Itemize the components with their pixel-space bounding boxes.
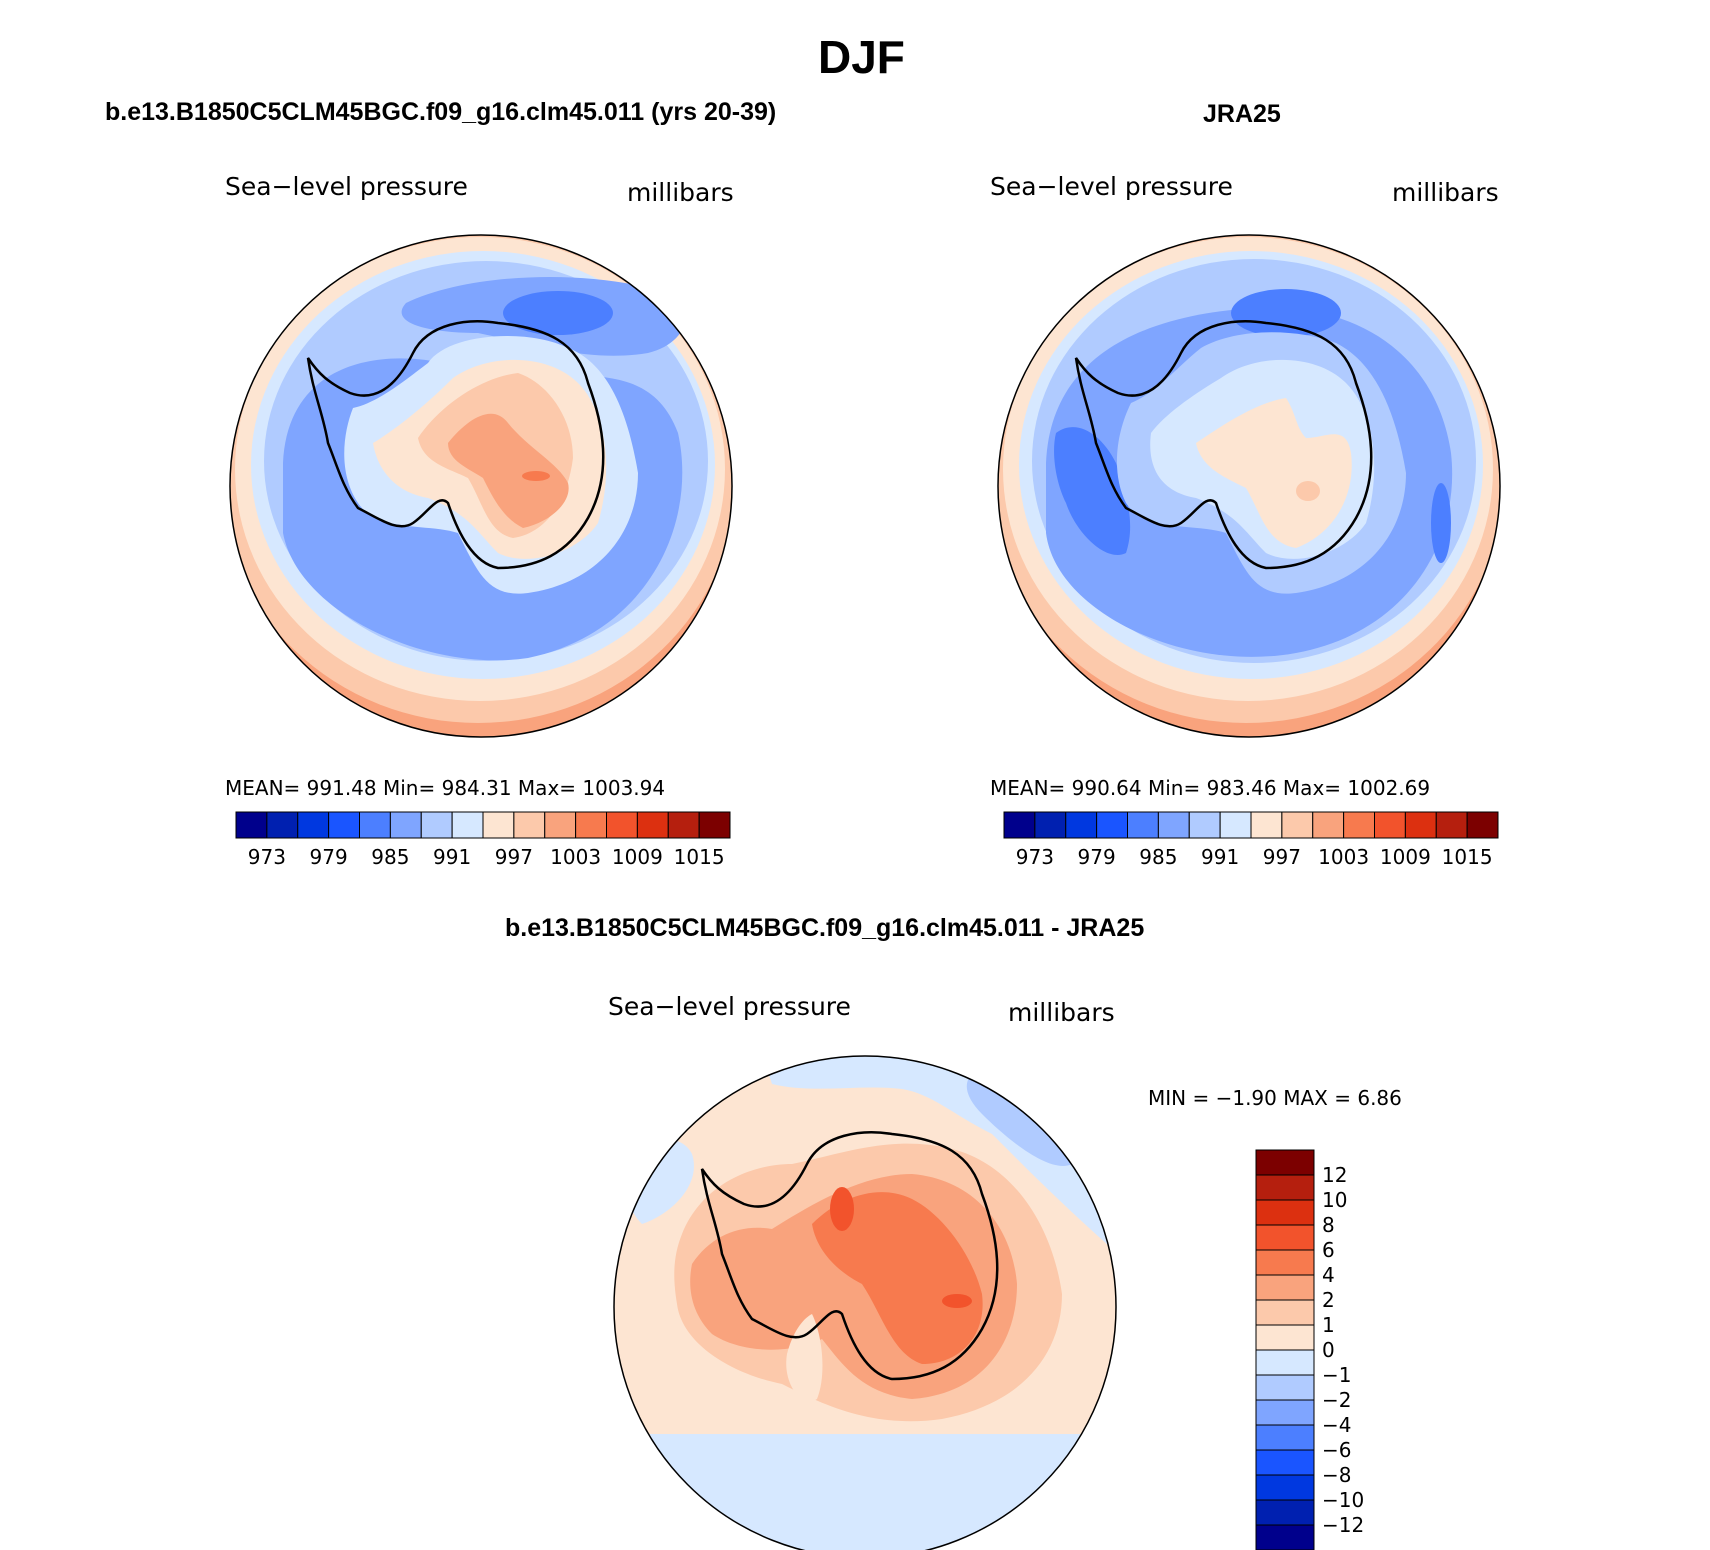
colorbar-swatch bbox=[1255, 1424, 1315, 1451]
colorbar-swatch bbox=[1404, 811, 1437, 839]
colorbar-swatch bbox=[1255, 1349, 1315, 1376]
colorbar-tick-label: 1015 bbox=[674, 845, 725, 869]
map-jra25 bbox=[997, 234, 1501, 738]
colorbar-swatch bbox=[544, 811, 577, 839]
colorbar-swatch bbox=[1188, 811, 1221, 839]
colorbar-swatch bbox=[359, 811, 391, 839]
colorbar-tick-label: 2 bbox=[1322, 1288, 1335, 1312]
panel2-variable: Sea−level pressure bbox=[990, 172, 1233, 201]
panel2-title: JRA25 bbox=[1203, 100, 1281, 128]
colorbar-swatch bbox=[389, 811, 422, 839]
colorbar-swatch bbox=[1343, 811, 1375, 839]
colorbar-tick-label: 1009 bbox=[1380, 845, 1431, 869]
colorbar-swatch bbox=[1374, 811, 1406, 839]
colorbar-tick-label: 0 bbox=[1322, 1338, 1335, 1362]
panel3-units: millibars bbox=[1008, 998, 1115, 1027]
colorbar-swatch bbox=[667, 811, 700, 839]
colorbar-swatch bbox=[1255, 1224, 1315, 1251]
colorbar-swatch bbox=[1435, 811, 1468, 839]
panel2-stats: MEAN= 990.64 Min= 983.46 Max= 1002.69 bbox=[990, 776, 1431, 800]
colorbar-model: 973 979 985 991 997 1003 1009 1015 bbox=[235, 811, 731, 869]
colorbar-swatch bbox=[1281, 811, 1314, 839]
colorbar-swatch bbox=[1312, 811, 1345, 839]
colorbar-swatch bbox=[1003, 811, 1036, 839]
colorbar-swatch bbox=[1034, 811, 1067, 839]
colorbar-swatch bbox=[1255, 1324, 1315, 1351]
panel2-units: millibars bbox=[1392, 178, 1499, 207]
colorbar-swatch bbox=[513, 811, 546, 839]
colorbar-swatch bbox=[575, 811, 607, 839]
colorbar-tick-label: 1003 bbox=[550, 845, 601, 869]
colorbar-swatch bbox=[482, 811, 515, 839]
colorbar-swatch bbox=[235, 811, 268, 839]
colorbar-tick-label: −12 bbox=[1322, 1513, 1364, 1537]
colorbar-swatch bbox=[698, 811, 731, 839]
colorbar-swatch bbox=[1255, 1149, 1315, 1176]
colorbar-tick-label: −6 bbox=[1322, 1438, 1351, 1462]
colorbar-jra25: 973 979 985 991 997 1003 1009 1015 bbox=[1003, 811, 1499, 869]
colorbar-swatch bbox=[1255, 1199, 1315, 1226]
colorbar-tick-label: 1 bbox=[1322, 1313, 1335, 1337]
colorbar-tick-label: −8 bbox=[1322, 1463, 1351, 1487]
colorbar-swatch bbox=[1255, 1524, 1315, 1550]
colorbar-swatch bbox=[606, 811, 638, 839]
colorbar-tick-label: 991 bbox=[1201, 845, 1239, 869]
colorbar-swatch bbox=[1255, 1174, 1315, 1201]
colorbar-tick-label: −1 bbox=[1322, 1363, 1351, 1387]
colorbar-swatch bbox=[1065, 811, 1098, 839]
colorbar-tick-label: 1009 bbox=[612, 845, 663, 869]
panel1-stats: MEAN= 991.48 Min= 984.31 Max= 1003.94 bbox=[225, 776, 666, 800]
panel3-stats: MIN = −1.90 MAX = 6.86 bbox=[1148, 1086, 1402, 1110]
map-difference bbox=[613, 1055, 1117, 1550]
colorbar-swatch bbox=[1219, 811, 1252, 839]
colorbar-swatch bbox=[1255, 1249, 1315, 1276]
colorbar-tick-label: 4 bbox=[1322, 1263, 1335, 1287]
colorbar-swatch bbox=[451, 811, 484, 839]
colorbar-tick-label: −2 bbox=[1322, 1388, 1351, 1412]
colorbar-tick-label: 1003 bbox=[1318, 845, 1369, 869]
colorbar-swatch bbox=[1096, 811, 1128, 839]
panel3-variable: Sea−level pressure bbox=[608, 992, 851, 1021]
colorbar-tick-label: 997 bbox=[495, 845, 533, 869]
colorbar-tick-label: 979 bbox=[1078, 845, 1116, 869]
colorbar-swatch bbox=[1255, 1474, 1315, 1501]
colorbar-tick-label: 991 bbox=[433, 845, 471, 869]
colorbar-tick-label: 1015 bbox=[1442, 845, 1493, 869]
colorbar-swatch bbox=[1127, 811, 1159, 839]
colorbar-tick-label: 985 bbox=[371, 845, 409, 869]
colorbar-tick-label: −4 bbox=[1322, 1413, 1351, 1437]
colorbar-swatch bbox=[1255, 1299, 1315, 1326]
colorbar-tick-label: 10 bbox=[1322, 1188, 1347, 1212]
colorbar-swatch bbox=[1255, 1499, 1315, 1526]
colorbar-tick-label: 973 bbox=[1016, 845, 1054, 869]
colorbar-swatch bbox=[1157, 811, 1190, 839]
map-model bbox=[229, 234, 733, 738]
colorbar-swatch bbox=[1255, 1374, 1315, 1401]
figure-title: DJF bbox=[818, 31, 905, 83]
colorbar-swatch bbox=[420, 811, 453, 839]
colorbar-swatch bbox=[1255, 1399, 1315, 1426]
panel1-title: b.e13.B1850C5CLM45BGC.f09_g16.clm45.011 … bbox=[105, 98, 777, 126]
colorbar-swatch bbox=[1255, 1274, 1315, 1301]
colorbar-tick-label: 8 bbox=[1322, 1213, 1335, 1237]
colorbar-tick-label: 979 bbox=[310, 845, 348, 869]
colorbar-swatch bbox=[1255, 1449, 1315, 1476]
panel3-title: b.e13.B1850C5CLM45BGC.f09_g16.clm45.011 … bbox=[505, 914, 1145, 942]
colorbar-swatch bbox=[636, 811, 669, 839]
colorbar-swatch bbox=[328, 811, 360, 839]
colorbar-swatch bbox=[266, 811, 299, 839]
colorbar-swatch bbox=[1250, 811, 1283, 839]
panel1-units: millibars bbox=[627, 178, 734, 207]
colorbar-tick-label: 997 bbox=[1263, 845, 1301, 869]
colorbar-tick-label: −10 bbox=[1322, 1488, 1364, 1512]
colorbar-swatch bbox=[297, 811, 330, 839]
colorbar-tick-label: 12 bbox=[1322, 1163, 1347, 1187]
colorbar-tick-label: 6 bbox=[1322, 1238, 1335, 1262]
colorbar-swatch bbox=[1466, 811, 1499, 839]
colorbar-tick-label: 985 bbox=[1139, 845, 1177, 869]
colorbar-tick-label: 973 bbox=[248, 845, 286, 869]
panel1-variable: Sea−level pressure bbox=[225, 172, 468, 201]
